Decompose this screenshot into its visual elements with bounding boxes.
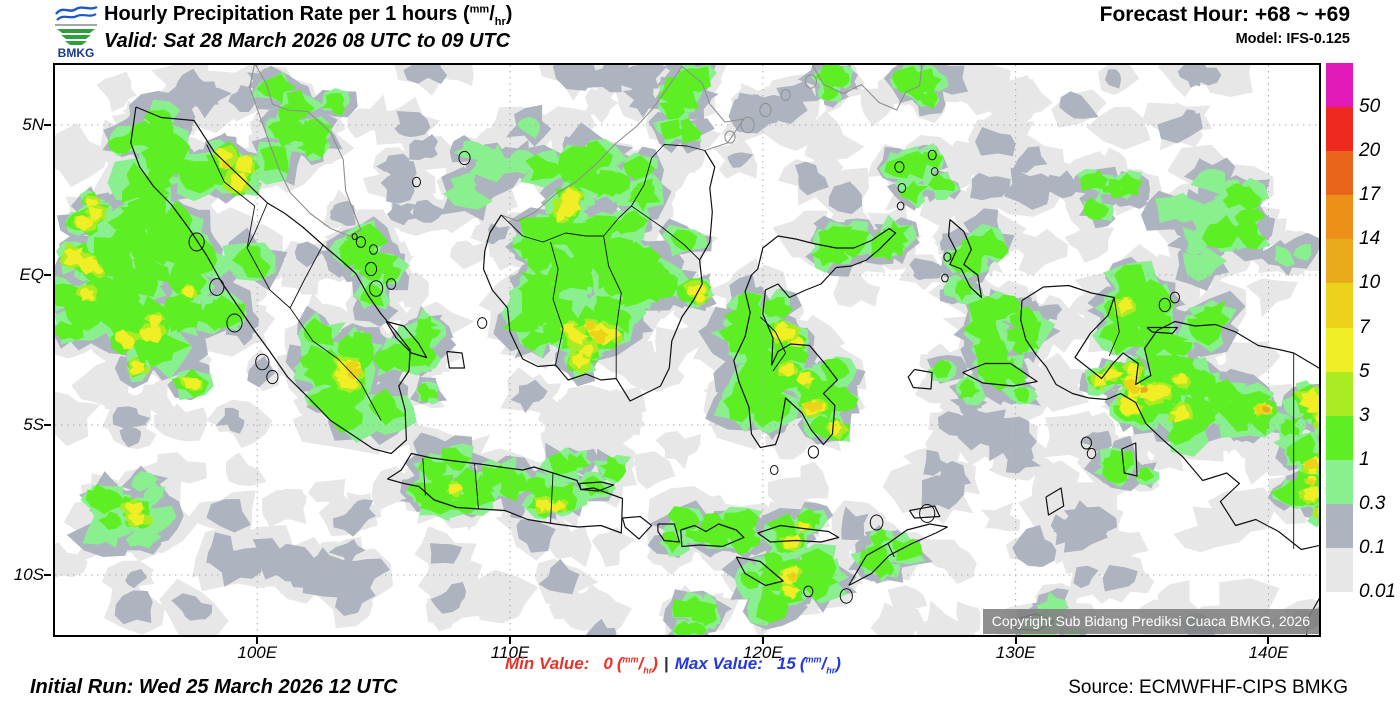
minmax-separator: |: [663, 654, 669, 673]
colorbar-label-0.1: 0.1: [1359, 536, 1386, 558]
y-tick-EQ: [44, 274, 51, 276]
y-tick-5S: [44, 424, 51, 426]
colorbar-label-3: 3: [1359, 404, 1370, 426]
colorbar-segment-0.01: [1326, 547, 1353, 593]
title-text: Hourly Precipitation Rate per 1 hours: [104, 3, 458, 25]
valid-time: Valid: Sat 28 March 2026 08 UTC to 09 UT…: [104, 30, 511, 52]
x-tick-110E: [509, 637, 512, 644]
colorbar-segment-3: [1326, 371, 1353, 417]
model-label: Model: IFS-0.125: [1235, 31, 1350, 47]
colorbar-label-20: 20: [1359, 140, 1381, 162]
x-tick-label-140E: 140E: [1248, 643, 1289, 662]
x-tick-label-120E: 120E: [742, 643, 783, 662]
title-unit: (mm/hr): [462, 3, 513, 28]
colorbar-segment-50: [1326, 63, 1353, 108]
colorbar-segment-14: [1326, 195, 1353, 240]
admin-borders: [206, 144, 1295, 558]
colorbar-label-50: 50: [1359, 96, 1381, 118]
colorbar-label-0.3: 0.3: [1359, 492, 1386, 514]
y-tick-10S: [44, 574, 51, 576]
colorbar-segment-0.3: [1326, 459, 1353, 505]
x-tick-140E: [1267, 637, 1270, 644]
colorbar-segment-0.1: [1326, 503, 1353, 549]
colorbar-segment-20: [1326, 107, 1353, 152]
small-islands: [188, 149, 1181, 604]
logo-green-wave-2: [61, 35, 91, 39]
graticule: [55, 65, 1319, 635]
x-tick-label-100E: 100E: [237, 643, 278, 662]
colorbar-label-0.01: 0.01: [1359, 581, 1396, 602]
page-title: Hourly Precipitation Rate per 1 hours (m…: [104, 3, 512, 28]
y-tick-label-10S: 10S: [13, 565, 44, 584]
colorbar-label-1: 1: [1359, 448, 1370, 470]
x-tick-130E: [1014, 637, 1017, 644]
minmax-values: Min Value: 0 (mm/hr) | Max Value: 15 (mm/hr): [505, 654, 841, 675]
forecast-hour: Forecast Hour: +68 ~ +69: [1099, 3, 1350, 26]
colorbar-label-14: 14: [1359, 228, 1381, 250]
colorbar-label-10: 10: [1359, 272, 1381, 294]
colorbar-segment-7: [1326, 283, 1353, 328]
colorbar-segment-10: [1326, 239, 1353, 284]
logo-green-wave-3: [65, 41, 87, 45]
x-tick-label-130E: 130E: [995, 643, 1036, 662]
map-frame: Copyright Sub Bidang Prediksi Cuaca BMKG…: [53, 63, 1321, 637]
colorbar-segment-17: [1326, 151, 1353, 196]
precipitation-map: [55, 65, 1319, 635]
min-value: Min Value: 0 (mm/hr): [505, 654, 658, 676]
copyright-overlay: Copyright Sub Bidang Prediksi Cuaca BMKG…: [982, 609, 1319, 634]
logo-green-wave-1: [57, 29, 95, 33]
colorbar-label-17: 17: [1359, 184, 1381, 206]
colorbar-segment-1: [1326, 415, 1353, 461]
max-value: Max Value: 15 (mm/hr): [674, 654, 841, 676]
bmkg-logo: BMKG: [55, 5, 98, 59]
logo-blue-wave-1: [55, 5, 98, 15]
colorbar-label-5: 5: [1359, 360, 1370, 382]
y-tick-label-EQ: EQ: [19, 265, 44, 284]
logo-text: BMKG: [58, 46, 95, 59]
colorbar-label-7: 7: [1359, 316, 1370, 338]
x-tick-label-110E: 110E: [490, 643, 530, 662]
x-tick-120E: [761, 637, 764, 644]
y-tick-label-5S: 5S: [23, 415, 44, 434]
initial-run: Initial Run: Wed 25 March 2026 12 UTC: [30, 676, 398, 698]
foreign-coastlines: [249, 65, 923, 237]
foreign-small-islands: [724, 74, 818, 144]
y-tick-label-5N: 5N: [22, 115, 44, 134]
x-tick-100E: [256, 637, 259, 644]
colorbar-segment-5: [1326, 327, 1353, 373]
precipitation-field: [55, 65, 1319, 635]
source-label: Source: ECMWFHF-CIPS BMKG: [1068, 677, 1348, 698]
logo-blue-wave-2: [56, 13, 97, 21]
y-tick-5N: [44, 124, 51, 126]
